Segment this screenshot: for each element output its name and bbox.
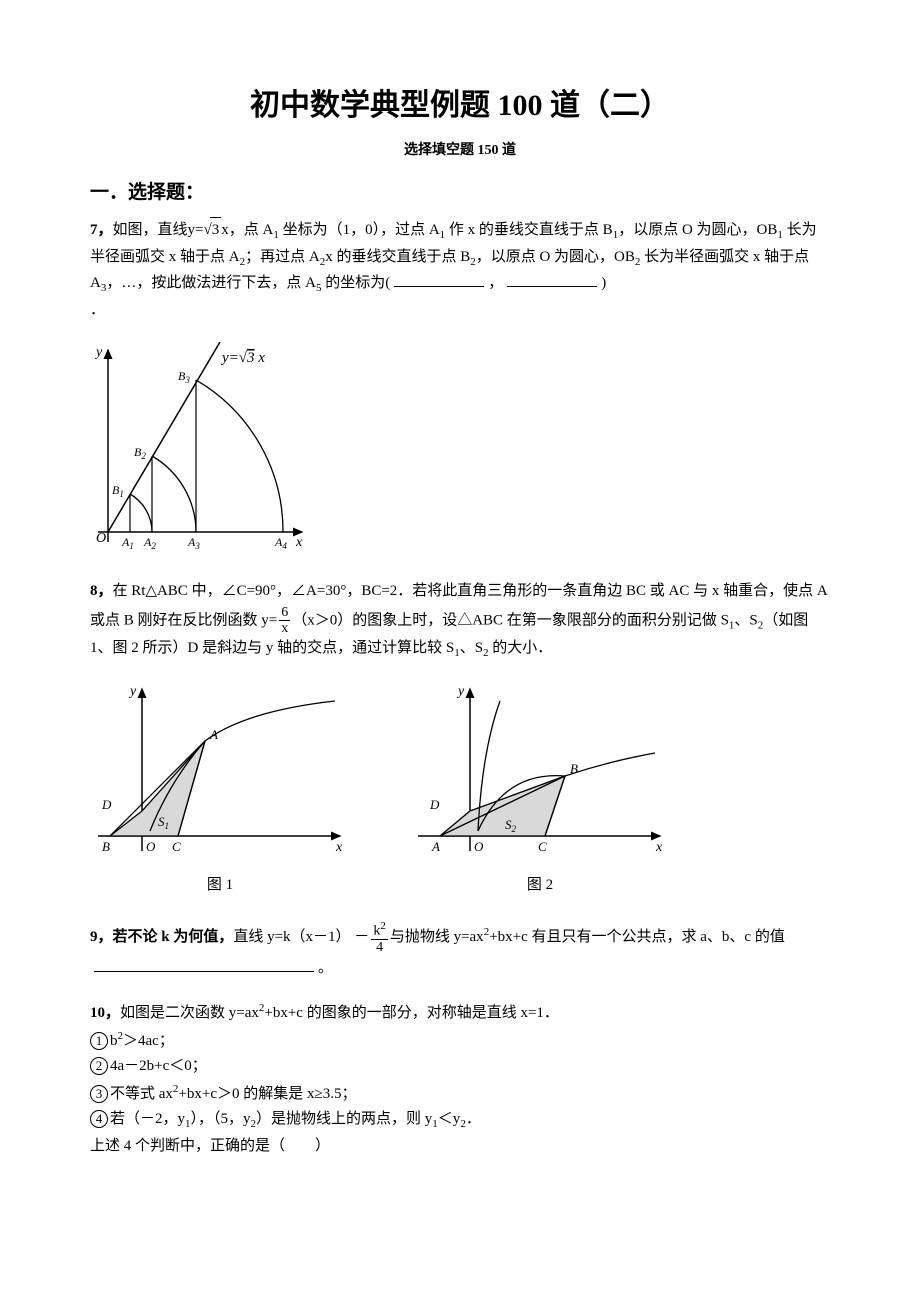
p7-t2: ，点 A [229, 222, 274, 238]
p9-t3: +bx+c 有且只有一个公共点，求 a、b、c 的值 [489, 929, 785, 945]
p10-i2: 4a－2b+c＜0； [110, 1058, 207, 1074]
circled-1: 1 [90, 1032, 108, 1050]
p8-fig1-caption: 图 1 [90, 873, 350, 899]
p7-xlab: x [295, 535, 303, 550]
problem-8-num: 8， [90, 583, 113, 599]
p7-ylab: y [94, 345, 103, 360]
problem-10-num: 10， [90, 1005, 120, 1021]
svg-text:O: O [146, 839, 156, 854]
p10-t1: 如图是二次函数 y=ax [120, 1005, 259, 1021]
p7-t15: ． [90, 302, 105, 318]
p7-eq: y=√3x [188, 222, 229, 238]
svg-text:D: D [429, 797, 440, 812]
p7-svg: O x y y=√3 x A1 A2 A3 A4 B1 B2 B3 [90, 342, 310, 552]
figure-p8-1: y x O D B C A S1 图 1 [90, 681, 350, 898]
problem-9-num: 9，若不论 k 为何值， [90, 929, 233, 945]
p8-frac: 6x [279, 605, 290, 637]
svg-text:D: D [101, 797, 112, 812]
figure-p8-2: y x O D A C B S2 图 2 [410, 681, 670, 898]
problem-8: 8，在 Rt△ABC 中，∠C=90°，∠A=30°，BC=2．若将此直角三角形… [90, 579, 830, 663]
svg-text:A2: A2 [143, 535, 156, 551]
svg-text:A: A [431, 839, 440, 854]
svg-text:y: y [456, 684, 465, 699]
p7-t9: ，以原点 O 为圆心，OB [476, 249, 635, 265]
p10-i4a: 若（－2，y [110, 1111, 185, 1127]
blank-1 [394, 272, 484, 287]
svg-text:A4: A4 [274, 535, 287, 551]
p8-fig2-caption: 图 2 [410, 873, 670, 899]
p10-i1a: b [110, 1033, 118, 1049]
svg-text:A1: A1 [121, 535, 134, 551]
page-title: 初中数学典型例题 100 道（二） [90, 80, 830, 131]
p10-i4e: ． [466, 1111, 481, 1127]
p8-fig2-svg: y x O D A C B S2 [410, 681, 670, 861]
p7-eq-post: x [221, 222, 229, 238]
p7-t14: ) [601, 275, 606, 291]
p10-i4b: ），（5，y [191, 1111, 251, 1127]
p7-line-lab: y=√3 x [220, 350, 265, 366]
problem-10: 10，如图是二次函数 y=ax 2 +bx+c 的图象的一部分，对称轴是直线 x=1… [90, 999, 830, 1159]
p8-t3: 、S [734, 612, 757, 628]
figure-p7: O x y y=√3 x A1 A2 A3 A4 B1 B2 B3 [90, 342, 830, 562]
svg-text:y: y [128, 684, 137, 699]
svg-text:B1: B1 [112, 483, 124, 499]
p7-O: O [96, 531, 106, 546]
figures-p8: y x O D B C A S1 图 1 y x O D A [90, 681, 830, 898]
svg-text:x: x [335, 840, 343, 855]
p7-t11: ，…，按此做法进行下去，点 A [106, 275, 316, 291]
p8-t6: 的大小． [489, 640, 553, 656]
p7-eq-in: 3 [210, 217, 222, 244]
p10-t2: +bx+c 的图象的一部分，对称轴是直线 x=1． [264, 1005, 559, 1021]
p7-t12: 的坐标为( [321, 275, 390, 291]
p7-t4: 作 x 的垂线交直线于点 B [445, 222, 613, 238]
page-subtitle: 选择填空题 150 道 [90, 139, 830, 163]
svg-text:B2: B2 [134, 445, 146, 461]
circled-3: 3 [90, 1085, 108, 1103]
p9-t4: 。 [318, 960, 333, 976]
blank-2 [507, 272, 597, 287]
svg-text:B: B [570, 761, 578, 776]
svg-text:x: x [655, 840, 663, 855]
svg-text:B: B [102, 839, 110, 854]
p10-i3a: 不等式 ax [110, 1086, 173, 1102]
p7-t3: 坐标为（1，0），过点 A [279, 222, 440, 238]
section-header: 一．选择题： [90, 177, 830, 209]
circled-2: 2 [90, 1057, 108, 1075]
svg-text:A: A [209, 727, 218, 742]
p10-foot: 上述 4 个判断中，正确的是（ ） [90, 1138, 330, 1154]
svg-text:B3: B3 [178, 369, 190, 385]
p7-t1: 如图，直线 [113, 222, 188, 238]
svg-text:O: O [474, 839, 484, 854]
p9-frac-num: k2 [371, 920, 388, 940]
problem-9: 9，若不论 k 为何值，直线 y=k（x－1） －k24与抛物线 y=ax 2 +b… [90, 920, 830, 981]
problem-7-num: 7， [90, 222, 113, 238]
svg-text:C: C [172, 839, 181, 854]
svg-text:A3: A3 [187, 535, 200, 551]
p8-fig1-svg: y x O D B C A S1 [90, 681, 350, 861]
p10-i4c: ）是抛物线上的两点，则 y [256, 1111, 432, 1127]
problem-7: 7，如图，直线y=√3x，点 A1 坐标为（1，0），过点 A1 作 x 的垂线… [90, 217, 830, 324]
svg-text:C: C [538, 839, 547, 854]
p9-frac-den: 4 [371, 940, 388, 955]
p7-t8: x 的垂线交直线于点 B [325, 249, 470, 265]
p9-t2: 与抛物线 y=ax [390, 929, 484, 945]
p8-frac-den: x [279, 621, 290, 636]
p10-i3b: +bx+c＞0 的解集是 x≥3.5； [178, 1086, 356, 1102]
circled-4: 4 [90, 1110, 108, 1128]
p10-i1b: ＞4ac； [123, 1033, 174, 1049]
p9-t1: 直线 y=k（x－1） － [233, 929, 369, 945]
blank-3 [94, 957, 314, 972]
p7-t13: ， [488, 275, 503, 291]
p7-t5: ，以原点 O 为圆心，OB [618, 222, 777, 238]
p9-frac: k24 [371, 920, 388, 955]
p10-i4d: ＜y [438, 1111, 461, 1127]
p8-t5: 、S [460, 640, 483, 656]
p8-frac-num: 6 [279, 605, 290, 621]
p8-t2: （x＞0）的图象上时，设△ABC 在第一象限部分的面积分别记做 S [292, 612, 729, 628]
p9-frac-sup: 2 [380, 920, 386, 932]
p7-eq-pre: y= [188, 222, 204, 238]
p7-t7: ；再过点 A [245, 249, 320, 265]
